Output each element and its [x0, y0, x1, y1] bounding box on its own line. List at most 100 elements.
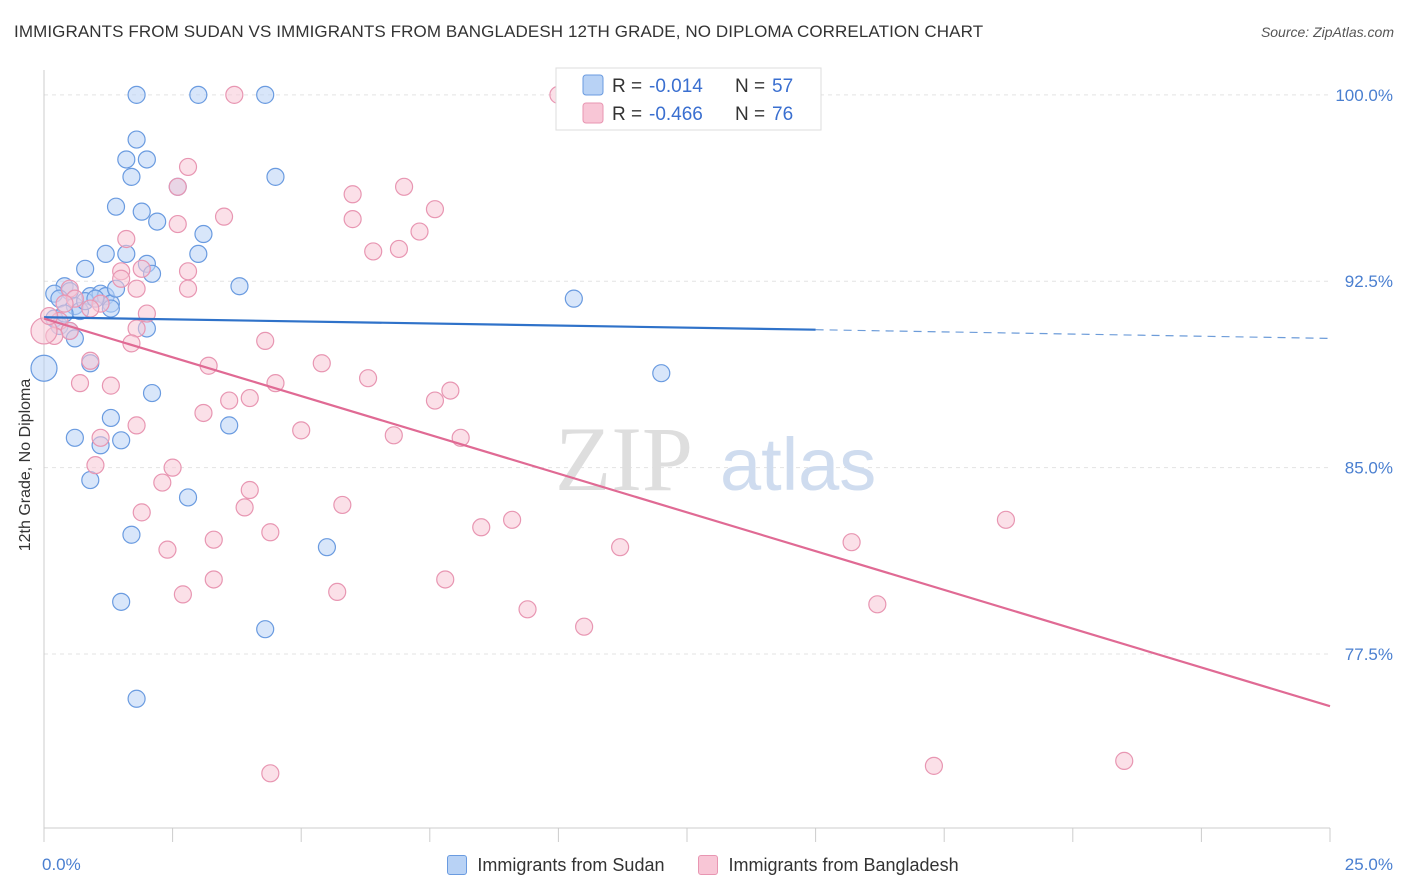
point-bangladesh-58	[158, 540, 177, 559]
y-tick-label-3: 100.0%	[1335, 86, 1393, 105]
legend-n-value-bangladesh: 76	[772, 104, 793, 125]
trend-lines	[43, 316, 1331, 708]
point-bangladesh-42	[127, 416, 146, 435]
point-sudan-40	[101, 408, 120, 428]
trend-line-sudan	[43, 316, 816, 331]
legend-n-label-bangladesh: N =	[735, 104, 765, 125]
point-bangladesh-60	[842, 533, 861, 552]
bottom-legend: Immigrants from Sudan Immigrants from Ba…	[0, 852, 1406, 878]
point-bangladesh-33	[70, 374, 90, 393]
point-bangladesh-9	[168, 214, 187, 234]
point-bangladesh-47	[86, 456, 105, 475]
point-bangladesh-10	[410, 222, 429, 241]
point-bangladesh-68	[575, 617, 594, 636]
point-sudan-48	[317, 538, 337, 557]
point-sudan-2	[256, 85, 275, 104]
point-sudan-42	[112, 431, 131, 450]
source-label: Source: ZipAtlas.com	[1260, 24, 1394, 40]
point-bangladesh-41	[194, 403, 213, 423]
bottom-legend-swatch-bangladesh	[698, 855, 719, 875]
point-bangladesh-15	[178, 262, 198, 281]
y-tick-label-2: 92.5%	[1345, 272, 1393, 291]
point-bangladesh-67	[868, 595, 887, 614]
legend-swatch-bangladesh	[582, 102, 604, 124]
point-bangladesh-50	[240, 480, 259, 500]
watermark: ZIP atlas	[555, 408, 876, 510]
point-bangladesh-56	[503, 510, 522, 529]
point-bangladesh-32	[312, 354, 331, 373]
point-bangladesh-2	[178, 157, 198, 177]
point-sudan-38	[652, 364, 671, 383]
legend-box: R = -0.014 N = 57 R = -0.466 N = 76	[555, 67, 822, 131]
point-bangladesh-8	[343, 210, 362, 229]
point-bangladesh-54	[261, 523, 280, 542]
point-sudan-41	[65, 428, 84, 447]
point-sudan-12	[194, 224, 213, 244]
point-bangladesh-75	[132, 259, 151, 278]
point-bangladesh-48	[163, 458, 182, 477]
point-bangladesh-59	[611, 538, 630, 557]
bottom-legend-label-sudan: Immigrants from Sudan	[477, 854, 665, 875]
legend-r-label-bangladesh: R =	[612, 104, 642, 125]
point-bangladesh-69	[924, 756, 944, 775]
point-sudan-44	[220, 416, 239, 435]
point-sudan-4	[117, 150, 136, 169]
point-bangladesh-62	[204, 570, 223, 589]
point-sudan-3	[127, 130, 146, 149]
watermark-zip: ZIP	[555, 408, 693, 510]
point-bangladesh-29	[256, 331, 275, 350]
point-bangladesh-71	[261, 764, 280, 783]
legend-swatch-sudan	[582, 74, 604, 96]
point-sudan-39	[142, 383, 162, 403]
point-bangladesh-12	[364, 242, 383, 261]
bottom-legend-swatch-sudan	[447, 855, 468, 875]
x-tick-labels: 0.0% 25.0%	[42, 855, 1393, 874]
point-bangladesh-74	[55, 294, 74, 313]
point-bangladesh-43	[292, 421, 311, 440]
point-sudan-13	[96, 244, 115, 264]
y-tick-labels: 77.5% 85.0% 92.5% 100.0%	[1335, 86, 1393, 664]
point-sudan-1	[189, 85, 208, 104]
point-bangladesh-55	[472, 518, 491, 537]
chart-title: IMMIGRANTS FROM SUDAN VS IMMIGRANTS FROM…	[14, 22, 984, 41]
point-bangladesh-65	[328, 582, 347, 602]
legend-r-value-sudan: -0.014	[649, 76, 703, 97]
point-bangladesh-0	[225, 85, 244, 104]
point-sudan-50	[256, 620, 275, 639]
point-bangladesh-11	[117, 229, 136, 249]
point-bangladesh-39	[240, 388, 259, 408]
series-sudan-points	[30, 85, 671, 708]
point-bangladesh-34	[101, 376, 120, 395]
bottom-legend-item-sudan: Immigrants from Sudan	[447, 855, 664, 876]
bottom-legend-item-bangladesh: Immigrants from Bangladesh	[698, 855, 959, 876]
point-bangladesh-51	[132, 503, 151, 522]
point-sudan-47	[122, 525, 141, 544]
point-bangladesh-52	[235, 498, 254, 517]
watermark-atlas: atlas	[720, 423, 876, 506]
point-bangladesh-4	[394, 177, 414, 196]
point-bangladesh-66	[518, 600, 537, 619]
point-bangladesh-61	[996, 510, 1016, 529]
y-axis-label: 12th Grade, No Diploma	[17, 379, 34, 552]
point-sudan-5	[137, 150, 156, 169]
point-sudan-16	[189, 244, 208, 264]
point-sudan-36	[30, 354, 58, 382]
point-bangladesh-40	[425, 391, 445, 410]
y-tick-label-0: 77.5%	[1345, 645, 1393, 664]
point-sudan-49	[112, 592, 131, 611]
grid-lines	[44, 94, 1330, 655]
point-bangladesh-6	[425, 200, 445, 219]
point-bangladesh-36	[358, 369, 378, 388]
y-tick-label-1: 85.0%	[1345, 459, 1393, 478]
point-bangladesh-7	[214, 207, 234, 226]
x-tick-label-0: 0.0%	[42, 855, 81, 874]
point-bangladesh-49	[153, 473, 172, 492]
point-sudan-46	[178, 488, 198, 507]
point-bangladesh-13	[389, 239, 409, 259]
point-sudan-37	[564, 289, 583, 308]
point-sudan-6	[122, 167, 141, 186]
point-sudan-51	[127, 689, 146, 708]
legend-n-value-sudan: 57	[772, 76, 793, 97]
point-bangladesh-57	[204, 530, 223, 549]
point-bangladesh-53	[333, 495, 352, 515]
